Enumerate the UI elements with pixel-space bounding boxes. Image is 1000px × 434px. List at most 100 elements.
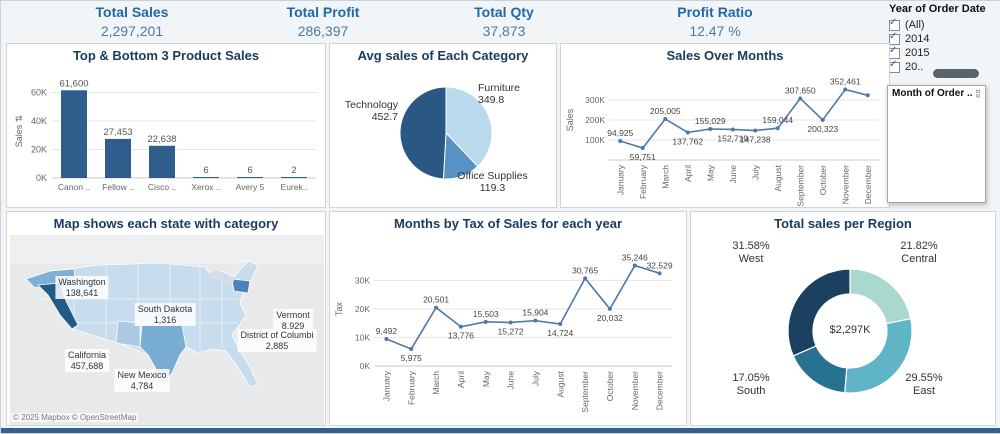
svg-text:20,501: 20,501: [423, 295, 449, 305]
donut-label-central: 21.82% Central: [900, 240, 938, 265]
svg-text:20K: 20K: [31, 145, 47, 155]
kpi-value: 2,297,201: [100, 23, 164, 39]
chart-title: Sales Over Months: [666, 48, 784, 63]
svg-text:September: September: [580, 371, 590, 413]
svg-text:200,323: 200,323: [807, 124, 838, 134]
svg-text:August: August: [773, 164, 783, 191]
svg-text:0K: 0K: [360, 361, 371, 371]
donut-label-west: 31.58% West: [732, 240, 770, 265]
svg-text:July: July: [750, 164, 760, 180]
year-filter: Year of Order Date ✓ (All) ✓ 2014 ✓ 2015…: [889, 3, 999, 78]
kpi-label: Profit Ratio: [677, 4, 753, 20]
pie-label-furniture: Furniture 349.8: [478, 82, 521, 106]
bar-chart[interactable]: 0K 20K 40K 60K 61,600 Canon .. 27,453 Fellow ..…: [10, 66, 322, 204]
svg-text:April: April: [683, 165, 693, 182]
svg-text:December: December: [863, 165, 873, 204]
svg-text:15,503: 15,503: [473, 309, 499, 319]
chart-title: Months by Tax of Sales for each year: [393, 216, 623, 231]
svg-text:April: April: [456, 371, 466, 388]
svg-text:June: June: [728, 165, 738, 184]
svg-text:40K: 40K: [31, 116, 47, 126]
kpi-profit-ratio: Profit Ratio 12.47 %: [645, 4, 785, 39]
svg-text:September: September: [795, 165, 805, 206]
chart-title: Top & Bottom 3 Product Sales: [72, 48, 260, 63]
pie-label-office-supplies: Office Supplies 119.3: [457, 170, 528, 194]
svg-text:100K: 100K: [585, 135, 605, 145]
svg-text:August: August: [555, 370, 565, 397]
scrollbar-thumb[interactable]: [933, 69, 979, 78]
svg-text:October: October: [605, 371, 615, 401]
panel-state-map: Map shows each state with category Washi…: [6, 211, 326, 426]
filter-option-label: 20..: [905, 61, 924, 73]
filter-option-2014[interactable]: ✓ 2014: [889, 31, 999, 46]
svg-text:January: January: [381, 370, 391, 401]
checkbox-checked-icon[interactable]: ✓: [889, 31, 900, 45]
svg-text:December: December: [655, 371, 665, 410]
svg-text:February: February: [638, 164, 648, 199]
svg-text:May: May: [481, 370, 491, 387]
map-label-california: California 457,688: [64, 349, 110, 372]
svg-text:October: October: [818, 165, 828, 195]
bottom-accent-bar: [1, 428, 1000, 433]
svg-text:30K: 30K: [355, 276, 370, 286]
filter-option-all[interactable]: ✓ (All): [889, 17, 999, 32]
svg-text:March: March: [431, 371, 441, 395]
map-label-washington: Washington 138,641: [55, 276, 109, 299]
panel-sales-over-months: Sales Over Months 100K 200K 300K 94,925 Janu…: [560, 43, 890, 208]
svg-text:6: 6: [247, 165, 252, 176]
kpi-value: 37,873: [482, 23, 526, 39]
svg-text:January: January: [615, 164, 625, 195]
sales-line-chart[interactable]: 100K 200K 300K 94,925 January 59,751 February 2…: [563, 66, 887, 206]
kpi-label: Total Qty: [474, 4, 534, 20]
svg-text:30,765: 30,765: [572, 265, 598, 275]
chart-title: Avg sales of Each Category: [357, 48, 529, 63]
filter-option-label: 2015: [905, 47, 930, 59]
kpi-total-profit: Total Profit 286,397: [253, 4, 393, 39]
panel-tax-by-month: Months by Tax of Sales for each year 0K 1…: [329, 211, 687, 426]
donut-label-south: 17.05% South: [732, 372, 770, 397]
svg-text:300K: 300K: [585, 95, 605, 105]
svg-text:November: November: [630, 371, 640, 410]
checkbox-checked-icon[interactable]: ✓: [889, 59, 900, 73]
svg-text:22,638: 22,638: [147, 134, 176, 145]
svg-text:Fellow ..: Fellow ..: [102, 182, 134, 192]
month-filter-window[interactable]: Month of Order .. ⣿: [887, 85, 986, 203]
filter-option-label: 2014: [905, 33, 930, 45]
panel-top-bottom-products: Top & Bottom 3 Product Sales 0K 20K 40K 60K…: [6, 43, 326, 208]
filter-option-2015[interactable]: ✓ 2015: [889, 45, 999, 60]
pie-chart[interactable]: [396, 83, 496, 183]
state-new-mexico: [115, 320, 141, 348]
panel-region-donut: Total sales per Region $2,297K 31.58% We…: [690, 211, 996, 426]
kpi-total-sales: Total Sales 2,297,201: [62, 4, 202, 39]
chart-title: Map shows each state with category: [53, 216, 279, 231]
month-filter-title: Month of Order ..: [892, 88, 973, 99]
filter-option-2016[interactable]: ✓ 20..: [889, 59, 999, 74]
svg-text:60K: 60K: [31, 88, 47, 98]
svg-text:35,246: 35,246: [622, 253, 648, 263]
svg-text:5,975: 5,975: [401, 353, 423, 363]
donut-chart[interactable]: [775, 256, 925, 406]
svg-text:November: November: [840, 165, 850, 204]
svg-text:137,762: 137,762: [672, 136, 703, 146]
panel-avg-sales-category: Avg sales of Each Category Technology 45…: [329, 43, 557, 208]
map-label-south-dakota: South Dakota 1,316: [134, 303, 196, 326]
chart-title: Total sales per Region: [774, 216, 912, 231]
svg-text:Canon ..: Canon ..: [58, 182, 90, 192]
tax-line-chart[interactable]: 0K 10K 20K 30K 9,492 January 5,975 February 20,5…: [332, 236, 684, 424]
kpi-value: 286,397: [297, 23, 349, 39]
checkbox-checked-icon[interactable]: ✓: [889, 17, 900, 31]
svg-text:13,776: 13,776: [448, 331, 474, 341]
svg-text:July: July: [530, 370, 540, 386]
map-attribution: © 2025 Mapbox © OpenStreetMap: [11, 413, 139, 422]
svg-text:March: March: [660, 165, 670, 189]
svg-text:Xerox ..: Xerox ..: [191, 182, 220, 192]
svg-text:2: 2: [291, 165, 296, 176]
month-filter-header[interactable]: Month of Order .. ⣿: [888, 86, 985, 101]
grip-icon[interactable]: ⣿: [975, 89, 981, 98]
map-label-vermont: Vermont 8,929: [273, 309, 313, 332]
svg-text:Eurek..: Eurek..: [281, 182, 308, 192]
svg-text:152,719: 152,719: [717, 133, 748, 143]
checkbox-checked-icon[interactable]: ✓: [889, 45, 900, 59]
kpi-total-qty: Total Qty 37,873: [434, 4, 574, 39]
